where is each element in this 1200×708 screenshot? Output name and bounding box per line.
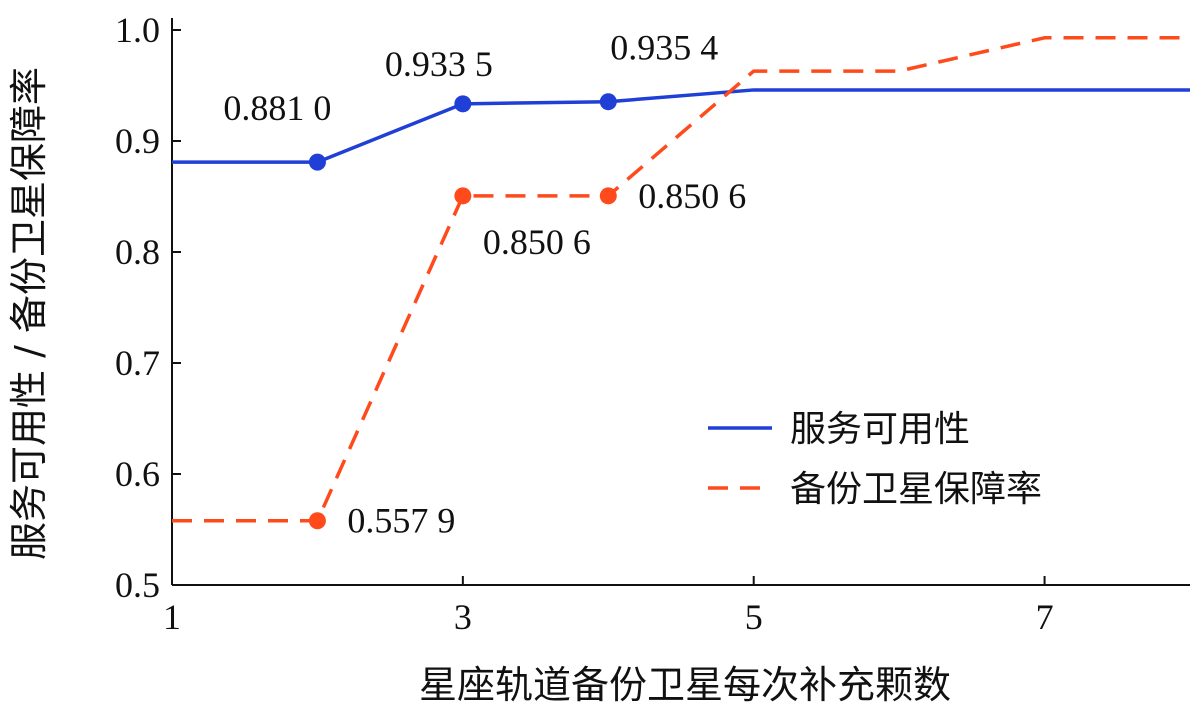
legend-label: 服务可用性 [790, 409, 970, 450]
data-point [454, 95, 472, 113]
axes: 0.5 0.6 0.7 0.8 0.9 1.0 1 3 5 7 [115, 10, 1190, 637]
data-labels: 0.881 0 0.933 5 0.935 4 0.557 9 0.850 6 0.850… [223, 28, 746, 541]
data-point [599, 187, 617, 205]
data-label: 0.557 9 [347, 501, 455, 541]
y-axis-title: 服务可用性 / 备份卫星保障率 [7, 67, 51, 560]
y-tick-label: 1.0 [115, 10, 160, 50]
x-tick-label: 1 [163, 597, 181, 637]
series-line-2 [172, 36, 1190, 523]
data-point [454, 187, 472, 205]
data-label: 0.881 0 [223, 88, 331, 128]
series-layer [172, 36, 1190, 530]
data-point [308, 512, 326, 530]
x-tick-label: 3 [454, 597, 472, 637]
y-tick-label: 0.5 [115, 565, 160, 605]
data-point [599, 93, 617, 111]
x-axis-title: 星座轨道备份卫星每次补充颗数 [419, 663, 951, 707]
y-tick-label: 0.6 [115, 454, 160, 494]
y-tick-label: 0.9 [115, 121, 160, 161]
data-label: 0.935 4 [610, 28, 718, 68]
x-tick-label: 7 [1036, 597, 1054, 637]
series-line-1 [172, 88, 1190, 164]
data-label: 0.933 5 [385, 44, 493, 84]
legend-label: 备份卫星保障率 [790, 469, 1042, 510]
data-label: 0.850 6 [638, 176, 746, 216]
y-tick-label: 0.7 [115, 343, 160, 383]
data-point [308, 153, 326, 171]
x-tick-label: 5 [745, 597, 763, 637]
y-tick-label: 0.8 [115, 232, 160, 272]
data-label: 0.850 6 [483, 222, 591, 262]
